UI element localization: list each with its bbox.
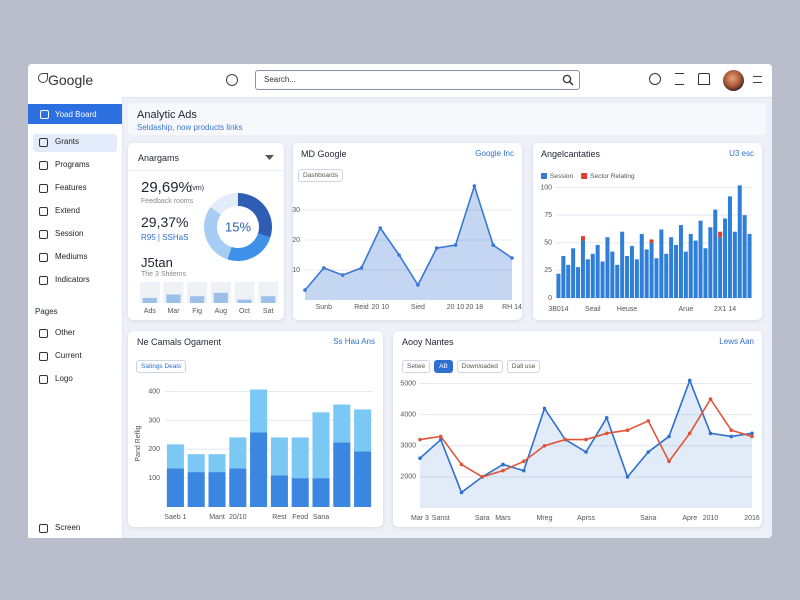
chart-title: Angelcantaties: [541, 149, 601, 159]
sidebar-highlight: [33, 134, 117, 152]
icon: [39, 352, 48, 361]
icon: [39, 184, 48, 193]
chip[interactable]: Dall use: [506, 360, 541, 373]
sidebar-item[interactable]: Features: [55, 183, 87, 192]
clock-icon[interactable]: [649, 73, 661, 85]
sidebar-item[interactable]: Programs: [55, 160, 90, 169]
chart-card: MD Google Google Inc Dashboards: [293, 143, 522, 320]
apps-icon[interactable]: [226, 74, 238, 86]
card-link[interactable]: U3 esc: [729, 149, 754, 158]
chart-card: Ne Camals Ogament Ss Hau Ans Satings Dea…: [128, 331, 383, 527]
icon: [39, 207, 48, 216]
chart-title: MD Google: [301, 149, 347, 159]
chip[interactable]: Downloaded: [456, 360, 503, 373]
chart-card: Angelcantaties U3 esc: [533, 143, 762, 320]
stat-suffix: (vm): [190, 185, 204, 192]
stat-note: Feedback rooms: [141, 198, 194, 205]
sidebar-item[interactable]: Indicators: [55, 275, 90, 284]
home-icon[interactable]: [698, 73, 710, 85]
card-link[interactable]: Google Inc: [475, 149, 514, 158]
dropdown-icon[interactable]: [265, 155, 274, 161]
icon: [39, 161, 48, 170]
search-icon: [562, 74, 574, 86]
chip[interactable]: Setwe: [402, 360, 431, 373]
sidebar-item[interactable]: Current: [55, 351, 82, 360]
page-header: Analytic Ads Seldaship, now products lin…: [128, 103, 766, 135]
sidebar-section: Pages: [35, 307, 58, 316]
sidebar-item[interactable]: Session: [55, 229, 84, 238]
icon: [39, 329, 48, 338]
chart-title: Ne Camals Ogament: [137, 337, 222, 347]
icon: [40, 110, 49, 119]
stat-value: J5tan: [141, 255, 173, 270]
sidebar-active[interactable]: Yoad Board: [28, 104, 122, 124]
logo[interactable]: Google: [48, 72, 94, 88]
divider: [128, 170, 284, 171]
card-link[interactable]: Ss Hau Ans: [333, 337, 375, 346]
stat-value: 29,69%: [141, 179, 192, 196]
sidebar: [28, 97, 123, 538]
logo-icon: [38, 73, 48, 83]
search-placeholder: Search...: [264, 75, 297, 84]
stat-value: 29,37%: [141, 214, 189, 230]
search-box[interactable]: Search...: [255, 70, 580, 90]
sidebar-item[interactable]: Logo: [55, 374, 73, 383]
card-link[interactable]: Lews Aan: [719, 337, 754, 346]
stat-note: R95 | SSHaS: [141, 233, 189, 242]
sidebar-active-label: Yoad Board: [55, 110, 97, 119]
avatar[interactable]: [723, 70, 744, 91]
icon: [39, 524, 48, 533]
sidebar-item[interactable]: Grants: [55, 137, 80, 146]
sidebar-item[interactable]: Other: [55, 328, 76, 337]
menu-icon[interactable]: [753, 76, 762, 83]
icon: [39, 230, 48, 239]
card-title: Anargams: [138, 153, 180, 163]
icon: [39, 138, 48, 147]
chart-title: Aooy Nantes: [402, 337, 454, 347]
chip[interactable]: AB: [434, 360, 453, 373]
sidebar-footer[interactable]: Screen: [55, 523, 81, 532]
icon: [39, 253, 48, 262]
page-subtitle: Seldaship, now products links: [137, 123, 243, 132]
chip[interactable]: Dashboards: [298, 169, 344, 182]
stat-note: The 3 Shitems: [141, 271, 187, 278]
chip[interactable]: Satings Deals: [136, 360, 187, 373]
icon: [39, 375, 48, 384]
page-title: Analytic Ads: [137, 109, 197, 121]
list-icon[interactable]: [675, 73, 684, 85]
sidebar-item[interactable]: Mediums: [55, 252, 88, 261]
overview-card: Anargams 29,69% (vm) Feedback rooms 29,3…: [128, 143, 284, 320]
icon: [39, 276, 48, 285]
sidebar-item[interactable]: Extend: [55, 206, 80, 215]
